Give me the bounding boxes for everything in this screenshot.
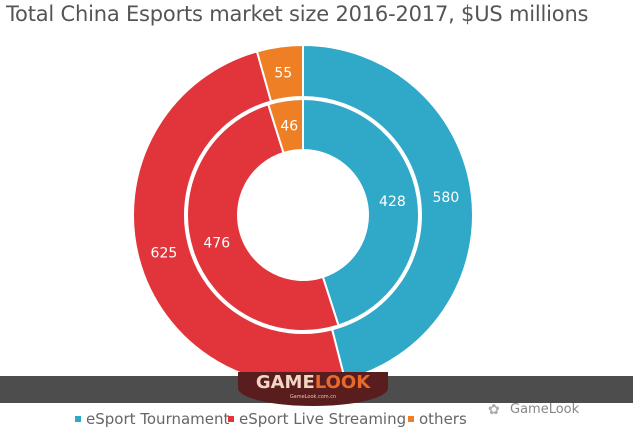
legend-item-others: others bbox=[408, 410, 467, 428]
outer-ring-slice-2 bbox=[255, 43, 304, 103]
inner-ring-slice-0 bbox=[302, 97, 420, 327]
legend-swatch bbox=[228, 416, 234, 422]
outer-ring-data-label-2: 55 bbox=[274, 65, 292, 81]
inner-ring-data-label-2: 46 bbox=[280, 119, 298, 135]
legend-swatch bbox=[75, 416, 81, 422]
legend-item-live-streaming: eSport Live Streaming bbox=[228, 410, 406, 428]
outer-ring-data-label-1: 625 bbox=[151, 245, 178, 261]
chart-title: Total China Esports market size 2016-201… bbox=[6, 2, 589, 26]
gamelook-logo: GAMELOOK GameLook.com.cn bbox=[238, 372, 388, 406]
inner-ring-slice-1 bbox=[186, 103, 340, 333]
legend-label: others bbox=[419, 410, 467, 428]
legend-item-tournament: eSport Tournament bbox=[75, 410, 229, 428]
outer-ring-data-label-0: 580 bbox=[433, 190, 460, 206]
inner-ring-slice-2 bbox=[266, 97, 304, 155]
legend-label: eSport Tournament bbox=[86, 410, 230, 428]
legend-label: eSport Live Streaming bbox=[239, 410, 407, 428]
legend-swatch bbox=[408, 416, 414, 422]
watermark-account: GameLook bbox=[510, 402, 580, 417]
logo-url: GameLook.com.cn bbox=[289, 394, 337, 400]
wechat-icon: ✿ bbox=[488, 402, 500, 418]
outer-ring-slice-1 bbox=[132, 50, 347, 386]
inner-ring-data-label-1: 476 bbox=[203, 235, 230, 251]
inner-ring-data-label-0: 428 bbox=[379, 194, 406, 210]
